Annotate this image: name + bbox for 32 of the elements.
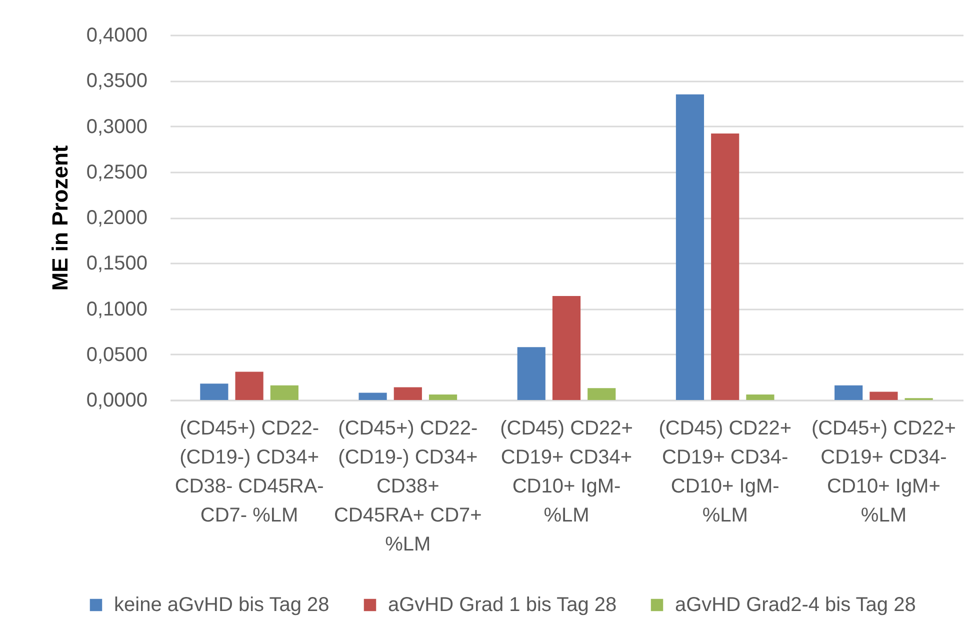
- bar: [552, 296, 581, 400]
- bar: [746, 394, 774, 400]
- x-tick-label: (CD45) CD22+ CD19+ CD34+ CD10+ IgM- %LM: [500, 418, 633, 526]
- bar: [870, 392, 898, 400]
- y-tick-label: 0,3500: [86, 70, 148, 92]
- legend-label: keine aGvHD bis Tag 28: [114, 594, 330, 616]
- x-tick-label: (CD45+) CD22+ CD19+ CD34- CD10+ IgM+ %LM: [811, 418, 956, 526]
- bar: [676, 94, 704, 400]
- bar: [394, 387, 422, 400]
- bar: [588, 388, 616, 400]
- bar: [235, 372, 264, 400]
- y-tick-label: 0,4000: [86, 24, 148, 46]
- bar: [834, 385, 863, 400]
- x-tick-label: (CD45+) CD22- (CD19-) CD34+ CD38- CD45RA- CD7- %LM: [174, 418, 324, 526]
- x-tick-label: (CD45+) CD22- (CD19-) CD34+ CD38+ CD45RA+ CD7+ %LM: [334, 418, 482, 556]
- bar: [358, 392, 387, 400]
- y-axis-title: ME in Prozent: [47, 144, 72, 291]
- bar: [270, 385, 298, 400]
- y-tick-label: 0,0000: [86, 390, 148, 412]
- x-tick-label: (CD45) CD22+ CD19+ CD34- CD10+ IgM- %LM: [658, 418, 792, 526]
- y-tick-label: 0,1000: [86, 298, 148, 320]
- y-tick-label: 0,2000: [86, 207, 148, 229]
- bar: [200, 384, 228, 400]
- bar: [711, 134, 740, 400]
- y-tick-label: 0,3000: [86, 116, 148, 138]
- legend-label: aGvHD Grad2-4 bis Tag 28: [675, 594, 916, 616]
- legend-label: aGvHD Grad 1 bis Tag 28: [388, 594, 617, 616]
- bar: [428, 394, 458, 400]
- y-tick-label: 0,1500: [86, 252, 148, 275]
- y-tick-label: 0,2500: [86, 161, 148, 184]
- bar: [517, 347, 546, 400]
- y-tick-label: 0,0500: [86, 344, 148, 366]
